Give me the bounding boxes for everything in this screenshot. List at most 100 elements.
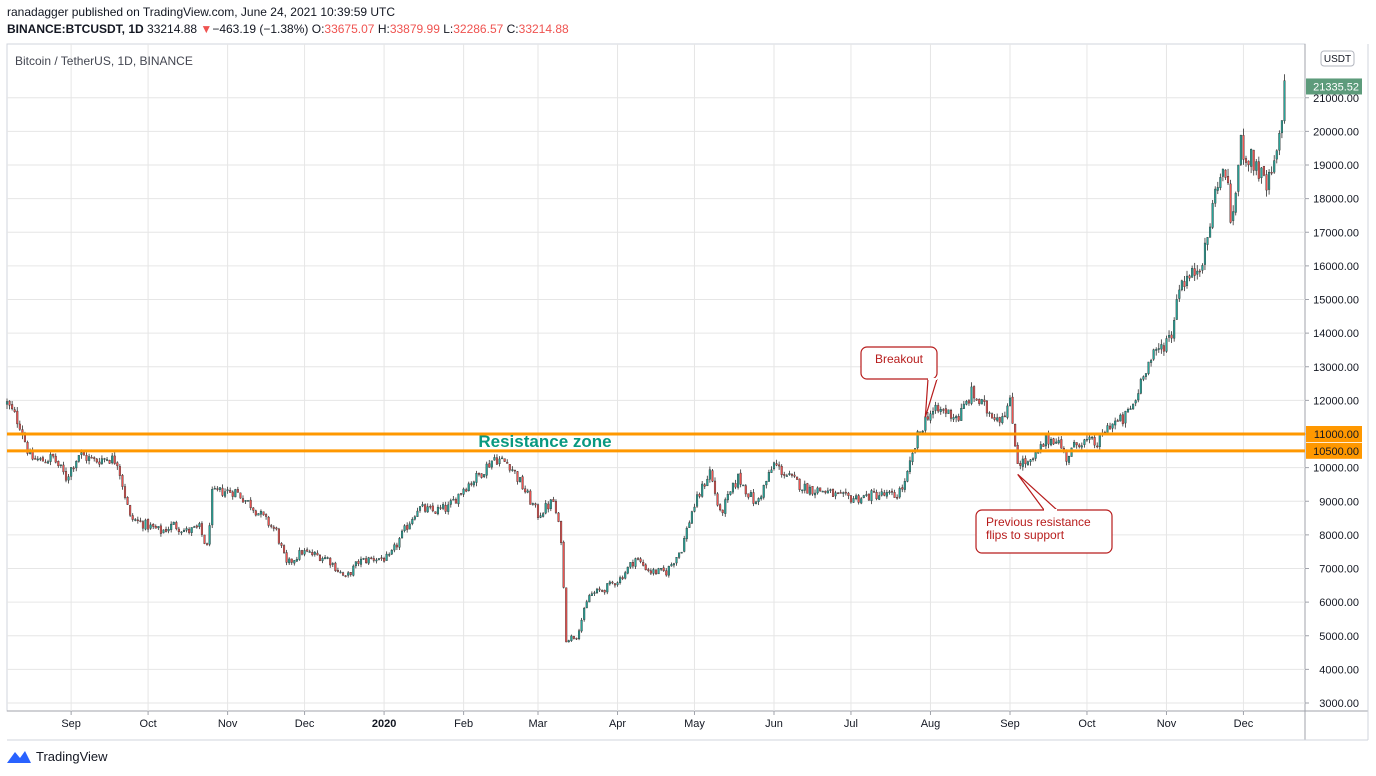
candle-body <box>470 483 473 485</box>
candle-body <box>239 492 242 499</box>
candle-body <box>1206 237 1209 245</box>
candle-body <box>911 452 914 462</box>
candle-body <box>59 464 62 466</box>
candle-body <box>847 492 850 496</box>
currency-badge[interactable] <box>1320 50 1355 67</box>
candle-body <box>952 417 955 420</box>
candle-body <box>483 474 486 477</box>
candle-body <box>475 473 478 483</box>
candle-body <box>254 510 257 516</box>
candle-body <box>477 472 481 475</box>
candle-body <box>36 458 39 461</box>
candle-body <box>241 498 245 503</box>
candle-body <box>721 509 724 514</box>
candle-body <box>303 550 306 555</box>
candle-body <box>218 487 221 490</box>
candle-body <box>229 490 232 493</box>
candle-body <box>821 490 824 493</box>
candle-body <box>267 516 270 526</box>
candle-body <box>54 455 57 463</box>
symbol-label: BINANCE:BTCUSDT, 1D <box>7 22 144 36</box>
candle-body <box>1044 434 1047 447</box>
publish-info: ranadagger published on TradingView.com,… <box>7 5 396 19</box>
candle-body <box>1157 348 1160 350</box>
y-tick-label: 3000.00 <box>1319 698 1359 710</box>
candle-body <box>808 486 811 495</box>
candle-body <box>775 463 778 466</box>
candle-body <box>926 416 929 420</box>
candle-body <box>488 463 491 468</box>
candle-body <box>1227 176 1230 184</box>
candle-body <box>1150 360 1153 363</box>
candle-body <box>798 478 801 490</box>
resistance-zone-label: Resistance zone <box>478 432 611 451</box>
tradingview-footer[interactable]: TradingView <box>6 748 108 764</box>
candle-body <box>557 512 560 522</box>
candle-body <box>947 409 950 414</box>
support-callout-pointer <box>1017 473 1058 511</box>
candle-body <box>318 554 321 561</box>
candle-body <box>1247 160 1250 166</box>
candle-body <box>136 519 139 522</box>
candle-body <box>439 507 442 509</box>
y-tick-label: 14000.00 <box>1313 328 1359 340</box>
x-tick-label: Mar <box>529 718 548 730</box>
candle-body <box>67 476 70 481</box>
candle-body <box>770 469 773 473</box>
candle-body <box>767 472 770 482</box>
candle-body <box>485 463 488 476</box>
candle-body <box>213 488 216 490</box>
candle-body <box>449 500 452 505</box>
candle-body <box>998 417 1001 423</box>
candle-body <box>1219 177 1222 188</box>
candle-body <box>965 400 968 405</box>
candle-body <box>842 492 845 494</box>
candle-body <box>383 557 386 562</box>
candle-body <box>644 564 647 571</box>
candle-body <box>1280 120 1283 134</box>
candle-body <box>970 386 973 404</box>
candle-body <box>760 496 763 500</box>
candle-body <box>1034 452 1037 459</box>
candle-body <box>626 566 629 574</box>
candle-body <box>41 457 44 462</box>
x-tick-label: Jul <box>844 718 858 730</box>
candle-body <box>814 492 817 496</box>
candle-body <box>442 504 445 509</box>
candle-body <box>793 474 796 477</box>
candle-body <box>962 403 965 409</box>
candle-body <box>672 563 675 566</box>
candle-body <box>565 587 568 643</box>
plot-area[interactable] <box>6 43 1306 712</box>
candle-body <box>206 543 209 546</box>
candle-body <box>75 461 78 469</box>
candle-body <box>742 484 745 487</box>
candle-body <box>290 558 293 563</box>
candle-body <box>924 416 927 431</box>
candle-body <box>157 526 160 529</box>
low-value: 32286.57 <box>453 22 504 36</box>
breakout-callout-box[interactable] <box>860 346 938 380</box>
candle-body <box>200 523 203 535</box>
candle-body <box>634 558 637 567</box>
candle-body <box>195 525 198 528</box>
candle-body <box>1250 148 1253 167</box>
candle-body <box>108 460 111 464</box>
candle-body <box>906 470 909 482</box>
candle-body <box>508 464 511 471</box>
candle-body <box>403 525 406 531</box>
candle-body <box>390 550 393 555</box>
y-tick-label: 15000.00 <box>1313 295 1359 307</box>
candle-body <box>418 506 422 511</box>
candle-body <box>1067 456 1071 463</box>
candle-body <box>1001 416 1004 424</box>
down-arrow-icon: ▼ <box>200 22 213 36</box>
candle-body <box>529 490 532 505</box>
y-tick-label: 7000.00 <box>1319 564 1359 576</box>
candle-body <box>601 590 604 592</box>
candle-body <box>426 506 429 513</box>
candle-body <box>837 492 840 495</box>
candle-body <box>749 492 752 497</box>
candle-body <box>16 410 19 425</box>
